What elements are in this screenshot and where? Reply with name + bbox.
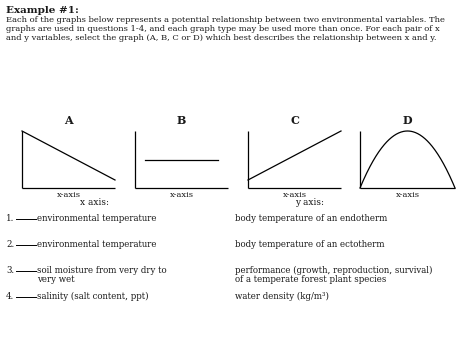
Text: graphs are used in questions 1-4, and each graph type may be used more than once: graphs are used in questions 1-4, and ea… xyxy=(6,25,440,33)
Text: x axis:: x axis: xyxy=(81,198,109,207)
Text: B: B xyxy=(177,115,186,126)
Text: body temperature of an ectotherm: body temperature of an ectotherm xyxy=(235,240,384,249)
Text: performance (growth, reproduction, survival): performance (growth, reproduction, survi… xyxy=(235,266,432,275)
Text: environmental temperature: environmental temperature xyxy=(37,214,156,223)
Text: soil moisture from very dry to: soil moisture from very dry to xyxy=(37,266,167,275)
Text: D: D xyxy=(403,115,412,126)
Text: and y variables, select the graph (A, B, C or D) which best describes the relati: and y variables, select the graph (A, B,… xyxy=(6,34,437,42)
Text: x-axis: x-axis xyxy=(56,191,81,199)
Text: Example #1:: Example #1: xyxy=(6,6,79,15)
Text: C: C xyxy=(290,115,299,126)
Text: very wet: very wet xyxy=(37,274,74,283)
Text: 1.: 1. xyxy=(6,214,14,223)
Text: 2.: 2. xyxy=(6,240,14,249)
Text: x-axis: x-axis xyxy=(170,191,193,199)
Text: environmental temperature: environmental temperature xyxy=(37,240,156,249)
Text: x-axis: x-axis xyxy=(395,191,419,199)
Text: of a temperate forest plant species: of a temperate forest plant species xyxy=(235,274,386,283)
Text: x-axis: x-axis xyxy=(283,191,307,199)
Text: 3.: 3. xyxy=(6,266,14,275)
Text: water density (kg/m³): water density (kg/m³) xyxy=(235,292,329,301)
Text: A: A xyxy=(64,115,73,126)
Text: salinity (salt content, ppt): salinity (salt content, ppt) xyxy=(37,292,149,301)
Text: 4.: 4. xyxy=(6,292,14,301)
Text: y axis:: y axis: xyxy=(295,198,325,207)
Text: Each of the graphs below represents a potential relationship between two environ: Each of the graphs below represents a po… xyxy=(6,16,445,24)
Text: body temperature of an endotherm: body temperature of an endotherm xyxy=(235,214,387,223)
